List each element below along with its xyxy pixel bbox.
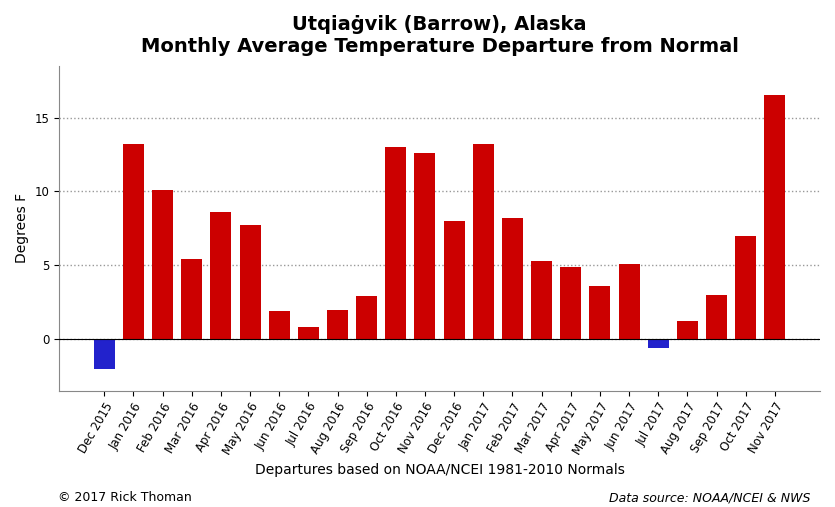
Bar	[619, 264, 640, 339]
Text: © 2017 Rick Thoman: © 2017 Rick Thoman	[58, 491, 192, 504]
Bar	[736, 236, 757, 339]
Bar	[590, 286, 610, 339]
Bar	[706, 295, 727, 339]
Text: Data source: NOAA/NCEI & NWS: Data source: NOAA/NCEI & NWS	[609, 491, 810, 504]
Bar	[677, 321, 698, 339]
Title: Utqiaġvik (Barrow), Alaska
Monthly Average Temperature Departure from Normal: Utqiaġvik (Barrow), Alaska Monthly Avera…	[140, 15, 738, 56]
Bar	[648, 339, 669, 348]
Bar	[764, 95, 786, 339]
Bar	[385, 147, 407, 339]
Bar	[269, 311, 290, 339]
Bar	[443, 221, 464, 339]
Bar	[181, 260, 202, 339]
Bar	[357, 296, 377, 339]
Y-axis label: Degrees F: Degrees F	[15, 193, 29, 264]
Bar	[240, 226, 261, 339]
Bar	[560, 267, 581, 339]
Bar	[210, 212, 231, 339]
X-axis label: Departures based on NOAA/NCEI 1981-2010 Normals: Departures based on NOAA/NCEI 1981-2010 …	[255, 463, 625, 477]
Bar	[502, 218, 523, 339]
Bar	[152, 190, 173, 339]
Bar	[531, 261, 552, 339]
Bar	[298, 328, 319, 339]
Bar	[473, 144, 493, 339]
Bar	[123, 144, 144, 339]
Bar	[327, 310, 348, 339]
Bar	[414, 153, 436, 339]
Bar	[94, 339, 114, 369]
